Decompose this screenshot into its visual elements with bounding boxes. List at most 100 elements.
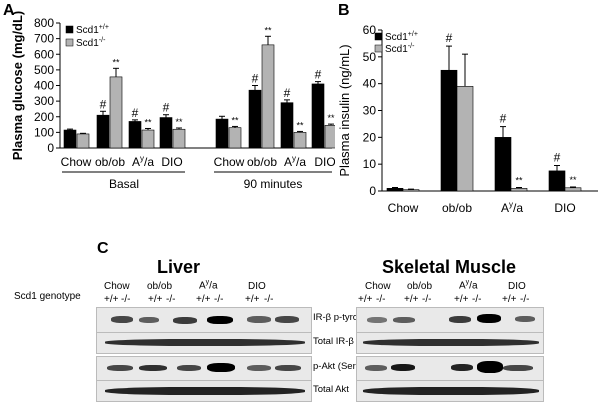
significance-mark: # [100, 97, 107, 111]
x-tick-label: ob/ob [442, 201, 472, 215]
x-tick-label: Chow [388, 201, 419, 215]
y-tick-label: 0 [369, 184, 376, 198]
y-tick-label: 700 [34, 32, 54, 46]
significance-mark: ** [144, 117, 152, 127]
muscle-group-chow: Chow [365, 281, 391, 292]
muscle-blot-pakt [356, 356, 544, 381]
blot-band [105, 387, 305, 395]
bar [128, 121, 142, 149]
significance-mark: # [132, 106, 139, 120]
bar [402, 189, 420, 192]
genotype-label-lane: +/+ [196, 294, 211, 305]
genotype-label-lane: +/+ [404, 294, 419, 305]
significance-mark: ** [264, 25, 272, 35]
significance-mark: # [163, 101, 170, 115]
blot-band [477, 361, 503, 373]
bar [261, 44, 275, 149]
blot-band [173, 317, 197, 324]
blot-band [111, 316, 133, 323]
insulin-chart: 0 10 20 30 40 50 60 Plasma insulin (ng/mL) # # ** #… [337, 23, 598, 215]
blot-band [177, 365, 201, 371]
genotype-label-lane: -/- [264, 294, 274, 305]
liver-blot-total-akt [96, 380, 312, 402]
genotype-label-lane: -/- [214, 294, 224, 305]
significance-mark: ** [175, 117, 183, 127]
bar [510, 188, 528, 192]
row-label-ir-ptyr: IR-β p-tyrosine [313, 312, 376, 323]
muscle-group-dio: DIO [508, 281, 526, 292]
blot-band [391, 364, 415, 371]
bar [141, 129, 155, 149]
bar [456, 86, 474, 192]
liver-blot-pakt [96, 356, 312, 381]
y-tick-label: 300 [34, 94, 54, 108]
row-label-pakt: p-Akt (Ser 473) [313, 361, 378, 372]
bar [228, 127, 242, 149]
y-axis-label: Plasma insulin (ng/mL) [337, 44, 352, 176]
legend-label: Scd1+/+ [385, 31, 418, 43]
row-label-total-ir: Total IR-β [313, 336, 354, 347]
genotype-label-lane: +/+ [502, 294, 517, 305]
x-tick-label: DIO [161, 155, 182, 169]
skeletal-muscle-title: Skeletal Muscle [382, 257, 517, 277]
y-tick-label: 40 [363, 77, 377, 91]
panel-a-label: A [3, 2, 15, 19]
blot-band [367, 317, 387, 323]
genotype-label-lane: -/- [520, 294, 530, 305]
legend-swatch [65, 25, 74, 34]
blot-band [275, 316, 299, 323]
y-tick-label: 400 [34, 79, 54, 93]
blot-band [515, 316, 535, 322]
bar [215, 118, 229, 149]
genotype-label-lane: +/+ [454, 294, 469, 305]
significance-mark: ** [231, 115, 239, 125]
muscle-blot-total-akt [356, 380, 544, 402]
blot-band [207, 363, 235, 372]
y-tick-label: 10 [363, 157, 377, 171]
bar [76, 133, 90, 149]
panel-c-label: C [97, 240, 109, 257]
genotype-label-lane: -/- [166, 294, 176, 305]
significance-mark: ** [327, 113, 335, 123]
significance-mark: ** [569, 175, 577, 185]
genotype-label-lane: -/- [472, 294, 482, 305]
significance-mark: # [284, 86, 291, 100]
x-tick-label: ob/ob [247, 155, 277, 169]
row-label-total-akt: Total Akt [313, 384, 349, 395]
bar [494, 137, 512, 192]
blot-band [449, 316, 471, 323]
blot-band [247, 316, 271, 323]
y-tick-label: 0 [47, 141, 54, 155]
legend-label: Scd1+/+ [76, 24, 109, 36]
x-tick-label: DIO [554, 201, 575, 215]
liver-group-obob: ob/ob [147, 281, 173, 292]
significance-mark: ** [112, 57, 120, 67]
legend-swatch [65, 38, 74, 47]
bar [159, 117, 173, 149]
bar [109, 76, 123, 149]
x-tick-label: DIO [314, 155, 335, 169]
blot-band [451, 364, 473, 371]
bar [280, 102, 294, 149]
legend-swatch [374, 44, 383, 53]
liver-group-aya: Ay/a [199, 279, 218, 292]
liver-blot-total-ir [96, 332, 312, 354]
bar [311, 83, 325, 149]
significance-mark: # [252, 72, 259, 86]
y-axis-label: Plasma glucose (mg/dL) [10, 11, 25, 161]
genotype-label-lane: -/- [376, 294, 386, 305]
significance-mark: # [315, 68, 322, 82]
muscle-blot-total-ir [356, 332, 544, 354]
genotype-label-lane: -/- [422, 294, 432, 305]
group-label-basal: Basal [109, 177, 139, 191]
x-tick-label: Ay/a [284, 154, 306, 169]
y-tick-label: 60 [363, 23, 377, 37]
bar [386, 188, 404, 192]
muscle-group-obob: ob/ob [407, 281, 433, 292]
genotype-label-lane: +/+ [245, 294, 260, 305]
blot-band [139, 317, 159, 323]
blot-band [503, 365, 533, 371]
bar [96, 114, 110, 149]
liver-title: Liver [157, 257, 201, 277]
